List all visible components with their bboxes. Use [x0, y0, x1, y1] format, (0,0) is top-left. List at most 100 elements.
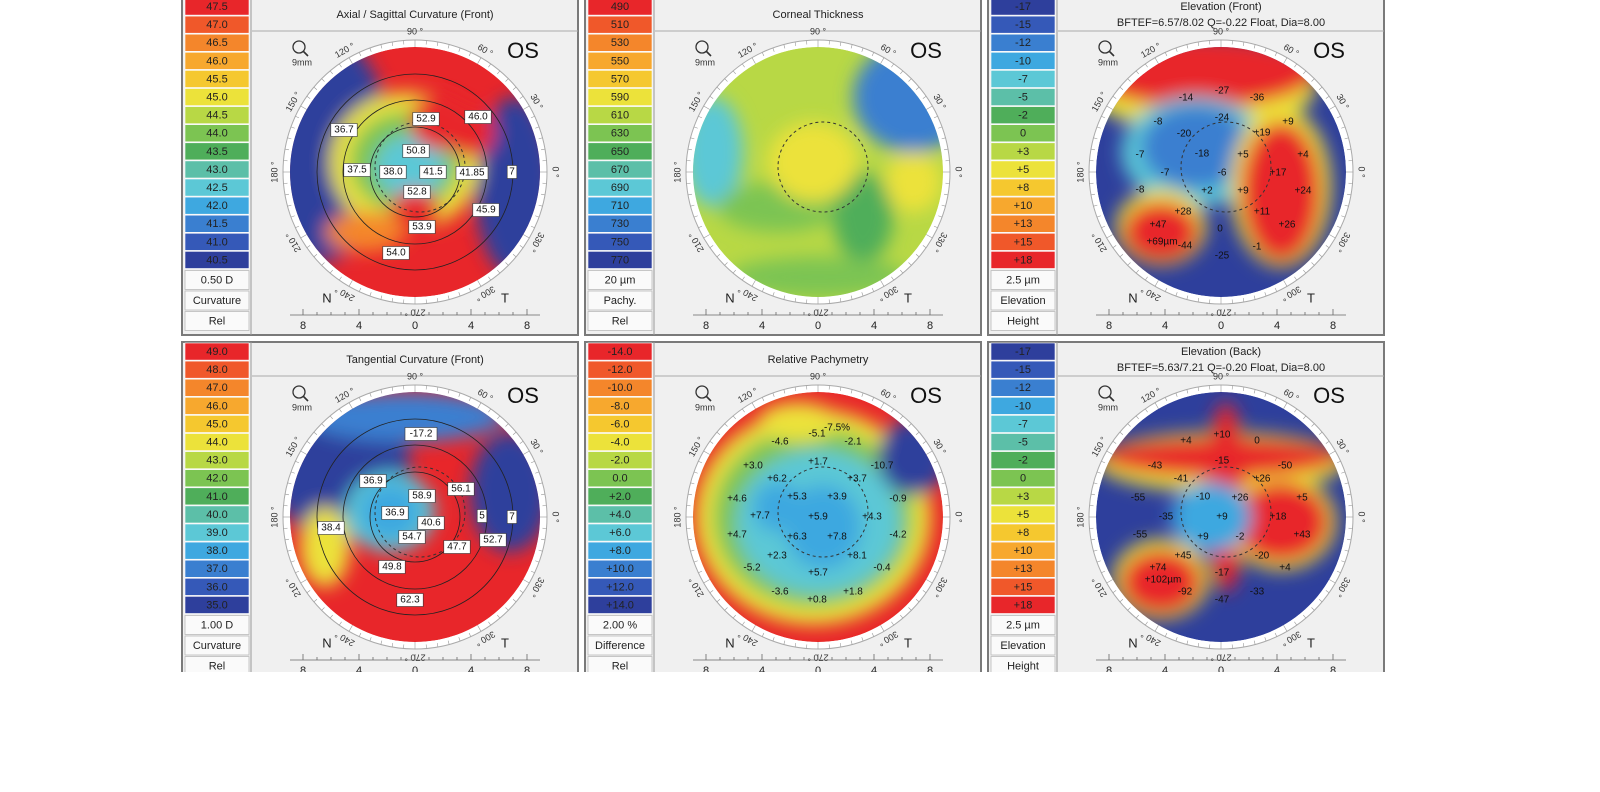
zoom-icon-handle	[302, 50, 309, 57]
scale-label: 44.0	[206, 436, 227, 448]
ring-tick	[287, 204, 292, 207]
temporal-label: T	[501, 290, 509, 305]
zoom-label: 9mm	[292, 402, 312, 412]
ring-tick	[458, 47, 461, 52]
scale-label: 42.0	[206, 200, 227, 212]
ring-tick	[693, 215, 698, 218]
annotation-box	[476, 509, 488, 523]
scale-cell	[587, 342, 653, 361]
ring-tick	[321, 262, 325, 266]
ring-tick	[380, 389, 383, 394]
degree-label: 90 °	[810, 26, 827, 36]
ring-tick	[690, 137, 695, 140]
scale-label: +2.0	[609, 491, 631, 503]
ring-tick	[1186, 44, 1189, 49]
ring-tick	[306, 590, 311, 593]
annotation-box	[464, 110, 492, 124]
zoom-icon-handle	[1108, 395, 1115, 402]
ring-tick	[1341, 471, 1346, 474]
ring-tick	[1329, 579, 1336, 584]
ring-tick	[523, 234, 530, 239]
map-value: +7.7	[750, 511, 770, 522]
scale-cell	[184, 559, 250, 578]
ring-tick	[794, 386, 797, 391]
map-value: -25	[1215, 251, 1230, 262]
ring-tick	[290, 560, 295, 563]
scale-info: Rel	[209, 315, 226, 327]
ring-tick	[891, 276, 894, 281]
annotation-box	[412, 112, 440, 126]
map-region	[1141, 105, 1251, 189]
ring-tick	[1186, 389, 1189, 394]
scale-label: -2	[1018, 110, 1028, 122]
map-value: -35	[1159, 512, 1174, 523]
ring-tick	[891, 63, 894, 68]
ring-tick	[1253, 640, 1256, 645]
ring-tick	[1096, 215, 1101, 218]
ring-tick	[794, 643, 797, 648]
ruler-label: 4	[468, 320, 474, 332]
pupil-outline	[777, 466, 869, 558]
ring-tick	[794, 41, 797, 46]
scale-info-cell	[990, 635, 1056, 656]
ring-tick	[541, 193, 546, 196]
map-value: -36	[1250, 93, 1265, 104]
ring-tick	[1341, 215, 1346, 218]
ring-tick	[1325, 590, 1330, 593]
ruler-label: 0	[1218, 320, 1224, 332]
ring-tick	[922, 96, 927, 99]
scale-cell	[990, 70, 1056, 88]
ring-tick	[709, 245, 714, 248]
scale-cell	[587, 214, 653, 233]
ring-tick	[900, 415, 904, 420]
scale-label: +3	[1017, 146, 1030, 158]
scale-info: Elevation	[1000, 295, 1045, 307]
map-value: +9	[1237, 186, 1249, 197]
annotation-box	[419, 165, 447, 179]
map-value: +26	[1279, 220, 1296, 231]
scale-cell	[184, 541, 250, 560]
map-regions	[1096, 402, 1346, 619]
scale-label: 490	[611, 1, 629, 13]
ring-tick	[477, 625, 482, 632]
ring-tick	[839, 298, 842, 303]
map-value: 56.1	[451, 484, 471, 495]
ring-tick	[933, 225, 938, 229]
ring-tick	[300, 105, 307, 110]
ring-tick	[751, 625, 756, 632]
ring-tick	[933, 115, 938, 119]
pupil-outline	[777, 121, 869, 213]
scale-cell	[184, 214, 250, 233]
scale-cell	[184, 196, 250, 215]
map-subtitle: BFTEF=5.63/7.21 Q=-0.20 Float, Dia=8.00	[1117, 362, 1325, 374]
map-region	[1171, 482, 1251, 552]
ring-tick	[535, 560, 540, 563]
ring-tick	[1096, 560, 1101, 563]
nasal-label: N	[322, 635, 331, 650]
ring-tick	[287, 549, 292, 552]
annotation-box	[447, 482, 475, 496]
ring-tick	[519, 441, 524, 444]
scale-cell	[990, 33, 1056, 52]
ruler-label: 4	[871, 665, 877, 677]
temporal-label: T	[904, 635, 912, 650]
scale-label: 570	[611, 73, 629, 85]
ring-tick	[313, 599, 318, 603]
map-panel: 49.0 48.0 47.0 46.0 45.0 44.0 43.0 42.0 41.0 40.0…	[181, 341, 579, 672]
scale-cell	[587, 451, 653, 470]
ring-tick	[1294, 276, 1297, 281]
map-value: -44	[1178, 241, 1193, 252]
ring-tick	[915, 86, 920, 90]
ring-tick	[1090, 148, 1095, 151]
scale-label: 42.5	[206, 182, 227, 194]
ring-tick	[436, 386, 439, 391]
ring-tick	[716, 599, 721, 603]
map-subtitle: BFTEF=6.57/8.02 Q=-0.22 Float, Dia=8.00	[1117, 17, 1325, 29]
ring-tick	[941, 549, 946, 552]
map-value: +4.3	[862, 512, 882, 523]
temporal-label: T	[501, 635, 509, 650]
scale-label: 690	[611, 182, 629, 194]
ring-tick	[321, 607, 325, 611]
ring-tick	[436, 41, 439, 46]
ring-tick	[436, 643, 439, 648]
